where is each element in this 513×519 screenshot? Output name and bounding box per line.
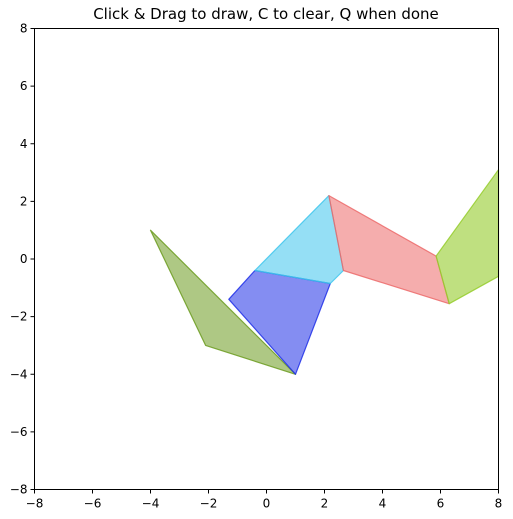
x-tick-label: 2 [321,497,329,511]
y-tick-label: 6 [20,79,28,93]
x-tick-label: 8 [495,497,503,511]
y-tick-label: 8 [20,22,28,36]
y-tick-label: 2 [20,194,28,208]
y-tick-label: 4 [20,137,28,151]
x-axis: −8 −6 −4 −2 0 2 4 6 8 [26,489,503,511]
x-tick-label: −2 [200,497,218,511]
drawn-polygon-1 [149,229,297,375]
drawn-polygon-3 [254,195,344,285]
x-tick-label: −6 [84,497,102,511]
x-tick-label: 4 [379,497,387,511]
drawn-polygon-5 [435,169,500,305]
y-tick-label: −8 [10,483,28,497]
y-tick-label: 0 [20,252,28,266]
polygons-layer [149,169,500,375]
plot-title: Click & Drag to draw, C to clear, Q when… [93,5,439,23]
y-tick-label: −4 [10,367,28,381]
x-tick-label: 6 [437,497,445,511]
y-axis: −8 −6 −4 −2 0 2 4 6 8 [10,22,35,497]
x-tick-label: 0 [263,497,271,511]
x-tick-label: −4 [142,497,160,511]
y-tick-label: −6 [10,425,28,439]
x-tick-label: −8 [26,497,44,511]
drawn-polygon-4 [328,195,450,305]
y-tick-label: −2 [10,310,28,324]
